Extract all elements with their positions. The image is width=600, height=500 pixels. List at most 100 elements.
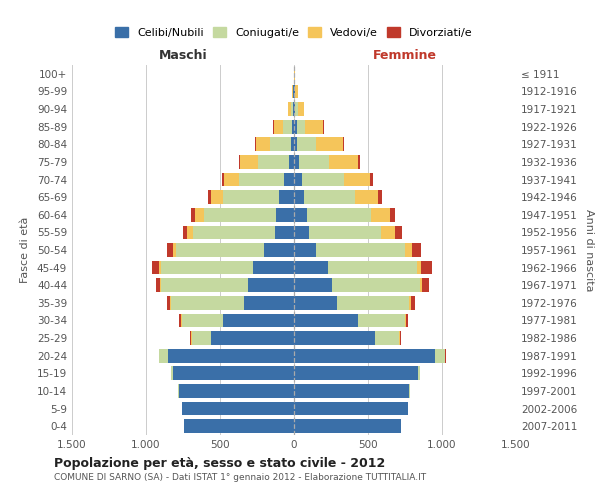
Bar bbox=[292, 84, 294, 98]
Bar bbox=[184, 420, 294, 433]
Bar bbox=[294, 278, 430, 292]
Bar bbox=[273, 120, 294, 134]
Bar bbox=[294, 208, 371, 222]
Bar bbox=[293, 102, 294, 116]
Bar bbox=[223, 314, 294, 328]
Bar bbox=[294, 155, 329, 169]
Bar bbox=[294, 402, 408, 415]
Bar bbox=[275, 226, 294, 239]
Bar bbox=[170, 296, 294, 310]
Bar bbox=[294, 384, 409, 398]
Bar bbox=[160, 349, 294, 362]
Bar bbox=[294, 155, 299, 169]
Bar bbox=[253, 260, 294, 274]
Bar bbox=[152, 260, 294, 274]
Bar bbox=[294, 278, 420, 292]
Bar bbox=[294, 190, 379, 204]
Bar bbox=[171, 366, 294, 380]
Bar bbox=[294, 260, 328, 274]
Bar bbox=[294, 349, 446, 362]
Bar bbox=[222, 172, 294, 186]
Bar bbox=[294, 138, 316, 151]
Bar bbox=[184, 420, 294, 433]
Bar bbox=[223, 190, 294, 204]
Bar bbox=[224, 172, 294, 186]
Bar bbox=[294, 243, 316, 257]
Bar bbox=[294, 102, 295, 116]
Bar bbox=[191, 208, 294, 222]
Bar bbox=[256, 138, 294, 151]
Bar bbox=[294, 314, 405, 328]
Bar bbox=[155, 278, 294, 292]
Bar bbox=[160, 278, 294, 292]
Text: COMUNE DI SARNO (SA) - Dati ISTAT 1° gennaio 2012 - Elaborazione TUTTITALIA.IT: COMUNE DI SARNO (SA) - Dati ISTAT 1° gen… bbox=[54, 472, 426, 482]
Bar bbox=[294, 243, 412, 257]
Bar bbox=[294, 120, 297, 134]
Bar bbox=[294, 102, 298, 116]
Bar bbox=[294, 296, 337, 310]
Bar bbox=[192, 331, 294, 345]
Bar bbox=[294, 384, 410, 398]
Bar bbox=[240, 155, 294, 169]
Bar bbox=[294, 278, 422, 292]
Bar bbox=[294, 420, 401, 433]
Bar bbox=[294, 138, 297, 151]
Bar bbox=[294, 120, 305, 134]
Bar bbox=[183, 226, 294, 239]
Bar bbox=[160, 260, 294, 274]
Y-axis label: Anni di nascita: Anni di nascita bbox=[584, 209, 594, 291]
Bar bbox=[265, 243, 294, 257]
Bar bbox=[178, 384, 294, 398]
Bar bbox=[294, 420, 401, 433]
Bar bbox=[176, 243, 294, 257]
Bar bbox=[290, 102, 294, 116]
Bar bbox=[179, 314, 294, 328]
Bar bbox=[294, 278, 332, 292]
Bar bbox=[294, 120, 323, 134]
Bar bbox=[255, 138, 294, 151]
Bar bbox=[173, 366, 294, 380]
Bar bbox=[239, 172, 294, 186]
Bar bbox=[294, 349, 445, 362]
Bar bbox=[187, 226, 294, 239]
Bar bbox=[182, 402, 294, 415]
Bar bbox=[294, 172, 373, 186]
Bar bbox=[160, 349, 294, 362]
Bar bbox=[294, 155, 360, 169]
Y-axis label: Fasce di età: Fasce di età bbox=[20, 217, 30, 283]
Bar bbox=[171, 366, 294, 380]
Bar bbox=[294, 402, 408, 415]
Bar bbox=[287, 102, 294, 116]
Bar bbox=[294, 366, 418, 380]
Bar bbox=[294, 102, 304, 116]
Bar bbox=[294, 296, 411, 310]
Bar bbox=[182, 314, 294, 328]
Bar bbox=[294, 314, 358, 328]
Bar bbox=[294, 243, 405, 257]
Bar bbox=[182, 402, 294, 415]
Bar bbox=[294, 172, 302, 186]
Bar bbox=[294, 172, 344, 186]
Bar bbox=[294, 190, 382, 204]
Bar bbox=[294, 226, 309, 239]
Bar bbox=[178, 384, 294, 398]
Bar bbox=[294, 366, 420, 380]
Bar bbox=[191, 331, 294, 345]
Bar bbox=[294, 366, 420, 380]
Bar bbox=[294, 349, 445, 362]
Bar bbox=[294, 84, 298, 98]
Bar bbox=[294, 420, 401, 433]
Bar bbox=[294, 138, 343, 151]
Bar bbox=[294, 84, 295, 98]
Bar bbox=[294, 84, 295, 98]
Bar bbox=[294, 208, 307, 222]
Bar bbox=[211, 190, 294, 204]
Bar bbox=[181, 314, 294, 328]
Bar bbox=[279, 190, 294, 204]
Bar bbox=[294, 314, 406, 328]
Bar bbox=[294, 420, 401, 433]
Bar bbox=[195, 208, 294, 222]
Bar bbox=[294, 314, 408, 328]
Bar bbox=[294, 84, 298, 98]
Bar bbox=[276, 208, 294, 222]
